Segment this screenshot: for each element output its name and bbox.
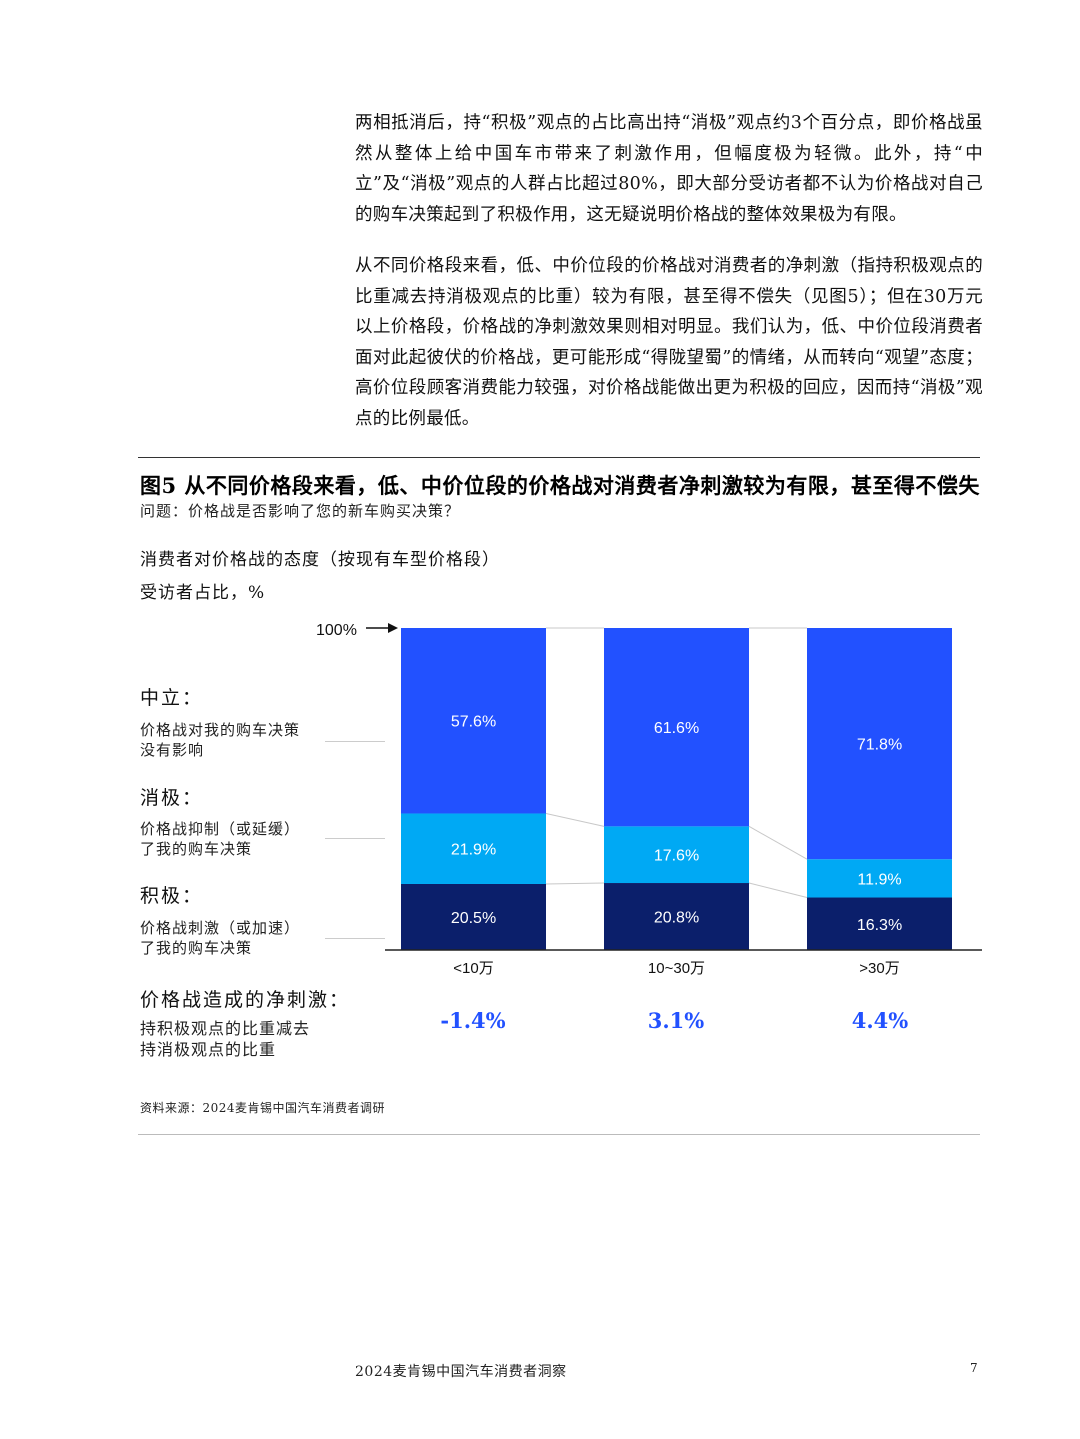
bar-segment-积极 bbox=[401, 883, 546, 950]
legend-positive-desc-line1: 价格战刺激（或加速） bbox=[140, 919, 301, 937]
bar-segment-消极 bbox=[401, 813, 546, 884]
net-stimulus-value-over-30: 4.4% bbox=[851, 1008, 909, 1033]
bar-value-label: 20.5% bbox=[451, 910, 496, 927]
legend-negative-desc-line2: 了我的购车决策 bbox=[140, 840, 253, 858]
bar-segment-中立 bbox=[807, 628, 952, 860]
legend-neutral-desc-line2: 没有影响 bbox=[140, 741, 205, 759]
legend-positive-desc-line2: 了我的购车决策 bbox=[140, 939, 253, 957]
bar-value-label: 57.6% bbox=[451, 714, 496, 731]
bar-segment-消极 bbox=[807, 859, 952, 898]
body-paragraph-1: 两相抵消后，持“积极”观点的占比高出持“消极”观点约3个百分点，即价格战虽然从整… bbox=[355, 113, 983, 225]
legend-neutral-leader bbox=[325, 741, 385, 742]
footer-title: 2024麦肯锡中国汽车消费者洞察 bbox=[355, 1364, 567, 1380]
legend-neutral-desc: 价格战对我的购车决策 没有影响 bbox=[140, 720, 330, 760]
page-number: 7 bbox=[970, 1361, 978, 1375]
stacked-bar-chart: 20.5% 21.9% 57.6% <10万 20.8% 17.6% 61.6% 10~30万… bbox=[316, 622, 982, 977]
figure-top-rule bbox=[138, 457, 980, 458]
bar-value-label: 71.8% bbox=[857, 737, 902, 754]
bar-value-label: 61.6% bbox=[654, 720, 699, 737]
bar-segment-积极 bbox=[604, 883, 749, 950]
connector-line bbox=[748, 825, 808, 860]
figure-bottom-rule bbox=[138, 1134, 980, 1135]
bar-value-label: 16.3% bbox=[857, 917, 902, 934]
body-paragraph-2: 从不同价格段来看，低、中价位段的价格战对消费者的净刺激（指持积极观点的比重减去持… bbox=[355, 256, 983, 429]
category-tick-label: >30万 bbox=[859, 960, 899, 977]
legend-neutral-desc-line1: 价格战对我的购车决策 bbox=[140, 721, 301, 739]
legend-positive-leader bbox=[325, 938, 385, 939]
legend-positive-head: 积极： bbox=[140, 885, 204, 907]
legend-neutral-head: 中立： bbox=[140, 687, 204, 709]
net-stimulus-value-10-30: 3.1% bbox=[647, 1008, 705, 1033]
bar-value-label: 17.6% bbox=[654, 848, 699, 865]
connector-line bbox=[545, 882, 605, 885]
net-stimulus-desc-line2: 持消极观点的比重 bbox=[140, 1040, 277, 1059]
bar-value-label: 20.8% bbox=[654, 910, 699, 927]
legend-negative-head: 消极： bbox=[140, 787, 204, 809]
category-tick-label: <10万 bbox=[453, 960, 493, 977]
figure-question: 问题：价格战是否影响了您的新车购买决策？ bbox=[140, 502, 461, 520]
bar-segment-消极 bbox=[604, 826, 749, 884]
connector-line bbox=[545, 812, 605, 827]
bar-value-label: 21.9% bbox=[451, 842, 496, 859]
bar-segment-中立 bbox=[401, 628, 546, 814]
net-stimulus-desc: 持积极观点的比重减去 持消极观点的比重 bbox=[140, 1018, 360, 1060]
net-stimulus-head: 价格战造成的净刺激： bbox=[140, 989, 351, 1011]
connector-line bbox=[748, 882, 808, 898]
figure-title: 图5 从不同价格段来看，低、中价位段的价格战对消费者净刺激较为有限，甚至得不偿失 bbox=[140, 473, 980, 498]
source-note: 资料来源：2024麦肯锡中国汽车消费者调研 bbox=[140, 1101, 386, 1115]
net-stimulus-desc-line1: 持积极观点的比重减去 bbox=[140, 1019, 311, 1038]
bar-value-label: 11.9% bbox=[857, 871, 901, 888]
bar-segment-积极 bbox=[807, 897, 952, 950]
legend-negative-desc-line1: 价格战抑制（或延缓） bbox=[140, 820, 301, 838]
net-stimulus-value-under-10: -1.4% bbox=[440, 1008, 506, 1033]
hundred-percent-label: 100% bbox=[316, 622, 357, 639]
chart-title: 消费者对价格战的态度（按现有车型价格段） bbox=[140, 550, 500, 570]
bar-segment-中立 bbox=[604, 628, 749, 827]
legend-positive-desc: 价格战刺激（或加速） 了我的购车决策 bbox=[140, 918, 330, 958]
legend-negative-desc: 价格战抑制（或延缓） 了我的购车决策 bbox=[140, 819, 330, 859]
legend-negative-leader bbox=[325, 838, 385, 839]
chart-unit-label: 受访者占比，% bbox=[140, 583, 266, 603]
hundred-arrow-head bbox=[388, 623, 398, 633]
category-tick-label: 10~30万 bbox=[648, 960, 705, 977]
